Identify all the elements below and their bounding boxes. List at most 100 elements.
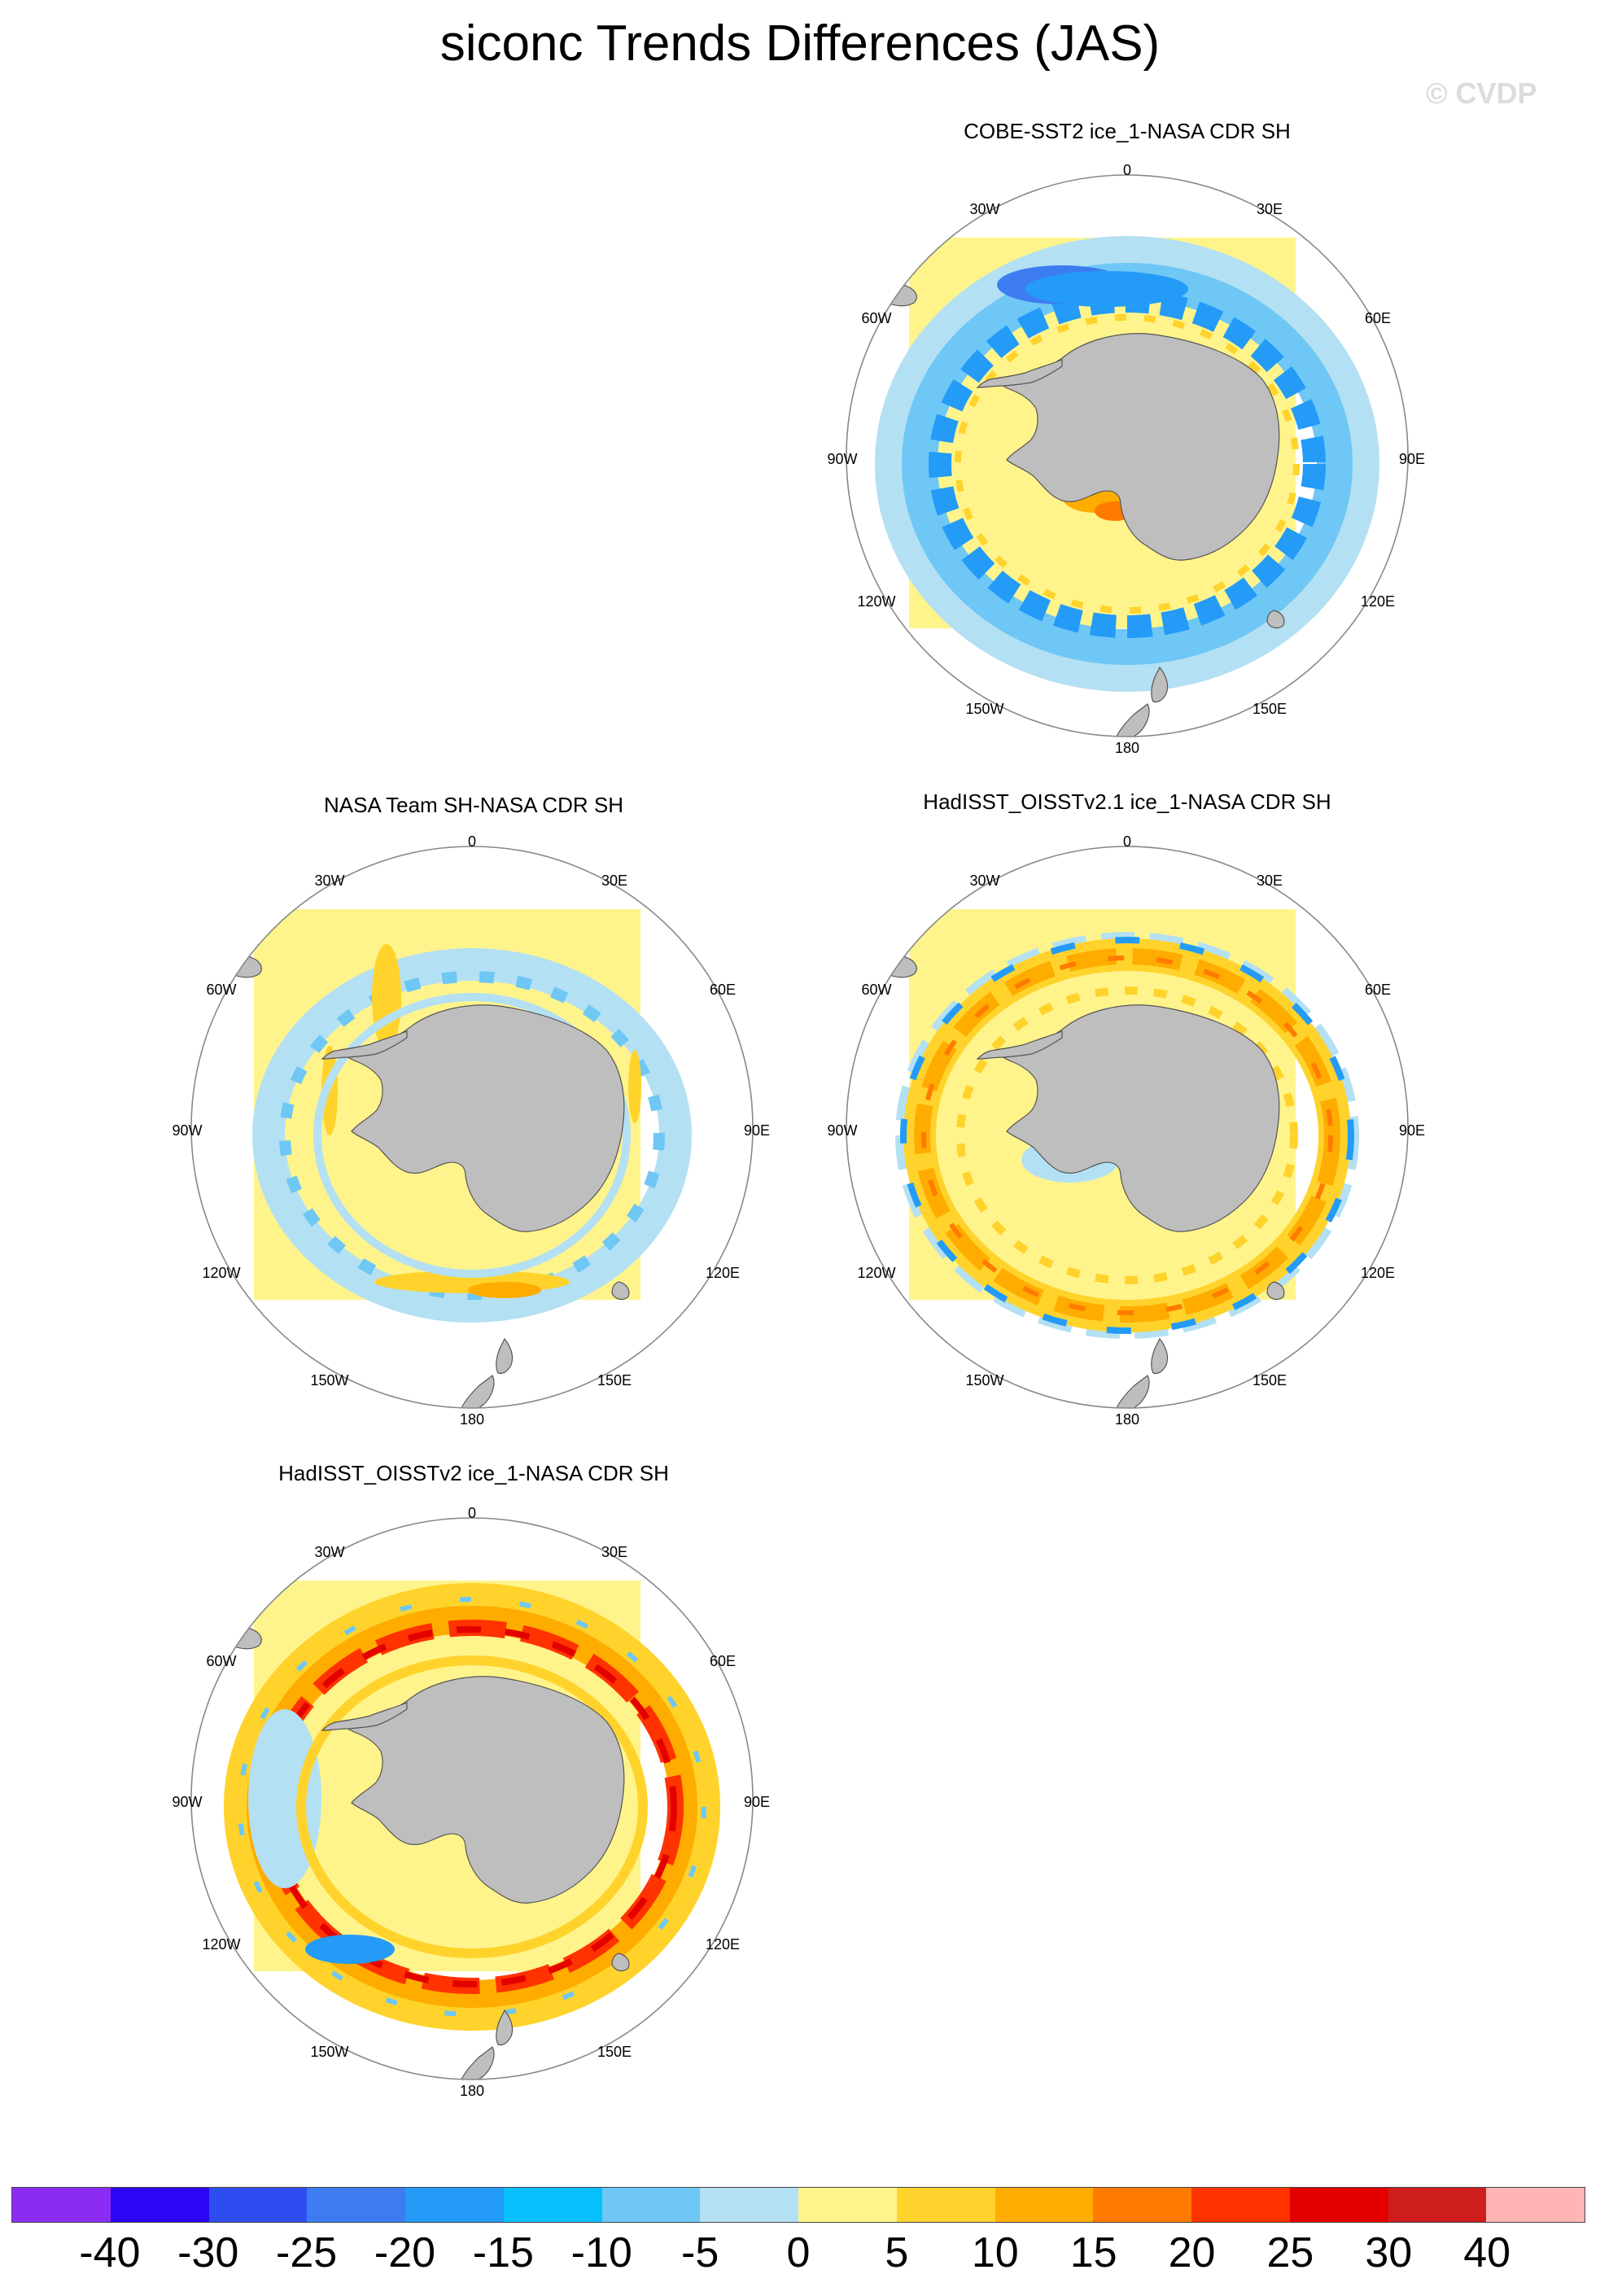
colorbar-tick-label: -5 — [681, 2228, 719, 2277]
colorbar-swatch — [1388, 2188, 1487, 2222]
longitude-label-upper-left: 30W — [969, 872, 999, 889]
longitude-label-right-upper: 60E — [710, 982, 736, 998]
longitude-label-left: 90W — [172, 1794, 202, 1810]
longitude-label-right: 90E — [744, 1122, 770, 1139]
longitude-label-lower-right: 150E — [597, 1372, 632, 1389]
longitude-label-right-upper: 60E — [1365, 310, 1391, 326]
colorbar-tick-label: -30 — [177, 2228, 238, 2277]
weddell-positive — [372, 944, 401, 1050]
colorbar-swatch — [12, 2188, 111, 2222]
polar-map-cobe: 0 180 30W 30E 60W 60E 90W 90E 120W 120E 150W 150E — [818, 147, 1436, 765]
longitude-label-lower-left: 150W — [310, 1372, 348, 1389]
longitude-label-lower-left: 150W — [310, 2044, 348, 2060]
longitude-label-top: 0 — [468, 1505, 476, 1521]
longitude-label-upper-right: 30E — [601, 1544, 627, 1560]
longitude-label-upper-right: 30E — [1257, 201, 1283, 217]
colorbar-tick-label: -15 — [473, 2228, 534, 2277]
longitude-label-left-lower: 120W — [202, 1265, 240, 1281]
weddell-negative — [1025, 271, 1188, 307]
colorbar-swatch — [897, 2188, 995, 2222]
south-america — [194, 899, 261, 977]
ross-sea-strong — [468, 1282, 541, 1298]
longitude-label-lower-left: 150W — [965, 1372, 1003, 1389]
colorbar — [11, 2187, 1585, 2223]
longitude-label-right-lower: 120E — [706, 1265, 740, 1281]
longitude-label-right-lower: 120E — [706, 1936, 740, 1953]
polar-map-oisst21: 0 180 30W 30E 60W 60E 90W 90E 120W 120E 150W 150E — [818, 818, 1436, 1437]
colorbar-swatch — [602, 2188, 701, 2222]
longitude-label-right-upper: 60E — [1365, 982, 1391, 998]
longitude-label-left: 90W — [827, 1122, 857, 1139]
colorbar-swatch — [798, 2188, 897, 2222]
longitude-label-right: 90E — [1399, 451, 1425, 467]
colorbar-swatch — [995, 2188, 1094, 2222]
longitude-label-bottom: 180 — [1115, 1411, 1139, 1428]
polar-map-oisst2: 0 180 30W 30E 60W 60E 90W 90E 120W 120E 150W 150E — [163, 1489, 781, 2108]
longitude-label-left: 90W — [172, 1122, 202, 1139]
colorbar-swatch — [504, 2188, 602, 2222]
colorbar-labels: -40 -30 -25 -20 -15 -10 -5 0 5 10 15 20 25 30 40 — [11, 2228, 1585, 2285]
south-america — [849, 899, 916, 977]
longitude-label-left-lower: 120W — [857, 593, 895, 610]
longitude-label-upper-left: 30W — [969, 201, 999, 217]
longitude-label-left-upper: 60W — [861, 982, 891, 998]
longitude-label-lower-right: 150E — [1252, 701, 1287, 717]
longitude-label-left-upper: 60W — [861, 310, 891, 326]
colorbar-swatch — [111, 2188, 209, 2222]
colorbar-tick-label: 25 — [1266, 2228, 1314, 2277]
longitude-label-left: 90W — [827, 451, 857, 467]
longitude-label-bottom: 180 — [1115, 740, 1139, 756]
longitude-label-lower-right: 150E — [597, 2044, 632, 2060]
panel-title-cobe: COBE-SST2 ice_1-NASA CDR SH — [802, 119, 1453, 144]
east-positive — [628, 1050, 641, 1123]
watermark: © CVDP — [1426, 77, 1537, 111]
page-title: siconc Trends Differences (JAS) — [0, 15, 1600, 72]
new-zealand-north — [1152, 1339, 1168, 1374]
south-america — [849, 228, 916, 306]
longitude-label-right-upper: 60E — [710, 1653, 736, 1669]
colorbar-tick-label: 10 — [972, 2228, 1019, 2277]
colorbar-swatch — [1191, 2188, 1290, 2222]
colorbar-swatch — [405, 2188, 504, 2222]
longitude-label-top: 0 — [1123, 162, 1131, 178]
polar-map-nasateam: 0 180 30W 30E 60W 60E 90W 90E 120W 120E 150W 150E — [163, 818, 781, 1437]
colorbar-swatch — [209, 2188, 308, 2222]
colorbar-tick-label: 15 — [1070, 2228, 1117, 2277]
longitude-label-upper-right: 30E — [601, 872, 627, 889]
longitude-label-upper-left: 30W — [314, 872, 344, 889]
colorbar-tick-label: 30 — [1365, 2228, 1412, 2277]
colorbar-swatch — [1290, 2188, 1388, 2222]
longitude-label-right: 90E — [744, 1794, 770, 1810]
longitude-label-right-lower: 120E — [1361, 593, 1395, 610]
panel-title-oisst2: HadISST_OISSTv2 ice_1-NASA CDR SH — [148, 1461, 799, 1486]
colorbar-tick-label: -10 — [571, 2228, 632, 2277]
longitude-label-right: 90E — [1399, 1122, 1425, 1139]
colorbar-tick-label: 20 — [1169, 2228, 1216, 2277]
south-america — [194, 1571, 261, 1649]
colorbar-tick-label: 5 — [885, 2228, 908, 2277]
colorbar-tick-label: 0 — [787, 2228, 811, 2277]
new-zealand-north — [496, 1339, 513, 1374]
longitude-label-left-upper: 60W — [206, 982, 236, 998]
panel-title-nasateam: NASA Team SH-NASA CDR SH — [148, 793, 799, 818]
longitude-label-left-upper: 60W — [206, 1653, 236, 1669]
colorbar-tick-label: 40 — [1463, 2228, 1510, 2277]
longitude-label-lower-left: 150W — [965, 701, 1003, 717]
longitude-label-bottom: 180 — [460, 1411, 484, 1428]
longitude-label-upper-left: 30W — [314, 1544, 344, 1560]
colorbar-tick-label: -25 — [276, 2228, 337, 2277]
colorbar-tick-label: -40 — [79, 2228, 140, 2277]
panel-title-oisst21: HadISST_OISSTv2.1 ice_1-NASA CDR SH — [802, 789, 1453, 815]
colorbar-swatch — [1093, 2188, 1191, 2222]
colorbar-swatch — [1486, 2188, 1585, 2222]
colorbar-tick-label: -20 — [374, 2228, 435, 2277]
longitude-label-right-lower: 120E — [1361, 1265, 1395, 1281]
colorbar-swatch — [307, 2188, 405, 2222]
ross-edge-negative — [305, 1935, 395, 1964]
longitude-label-left-lower: 120W — [202, 1936, 240, 1953]
longitude-label-top: 0 — [1123, 833, 1131, 850]
longitude-label-left-lower: 120W — [857, 1265, 895, 1281]
longitude-label-bottom: 180 — [460, 2083, 484, 2099]
longitude-label-top: 0 — [468, 833, 476, 850]
colorbar-swatch — [700, 2188, 798, 2222]
